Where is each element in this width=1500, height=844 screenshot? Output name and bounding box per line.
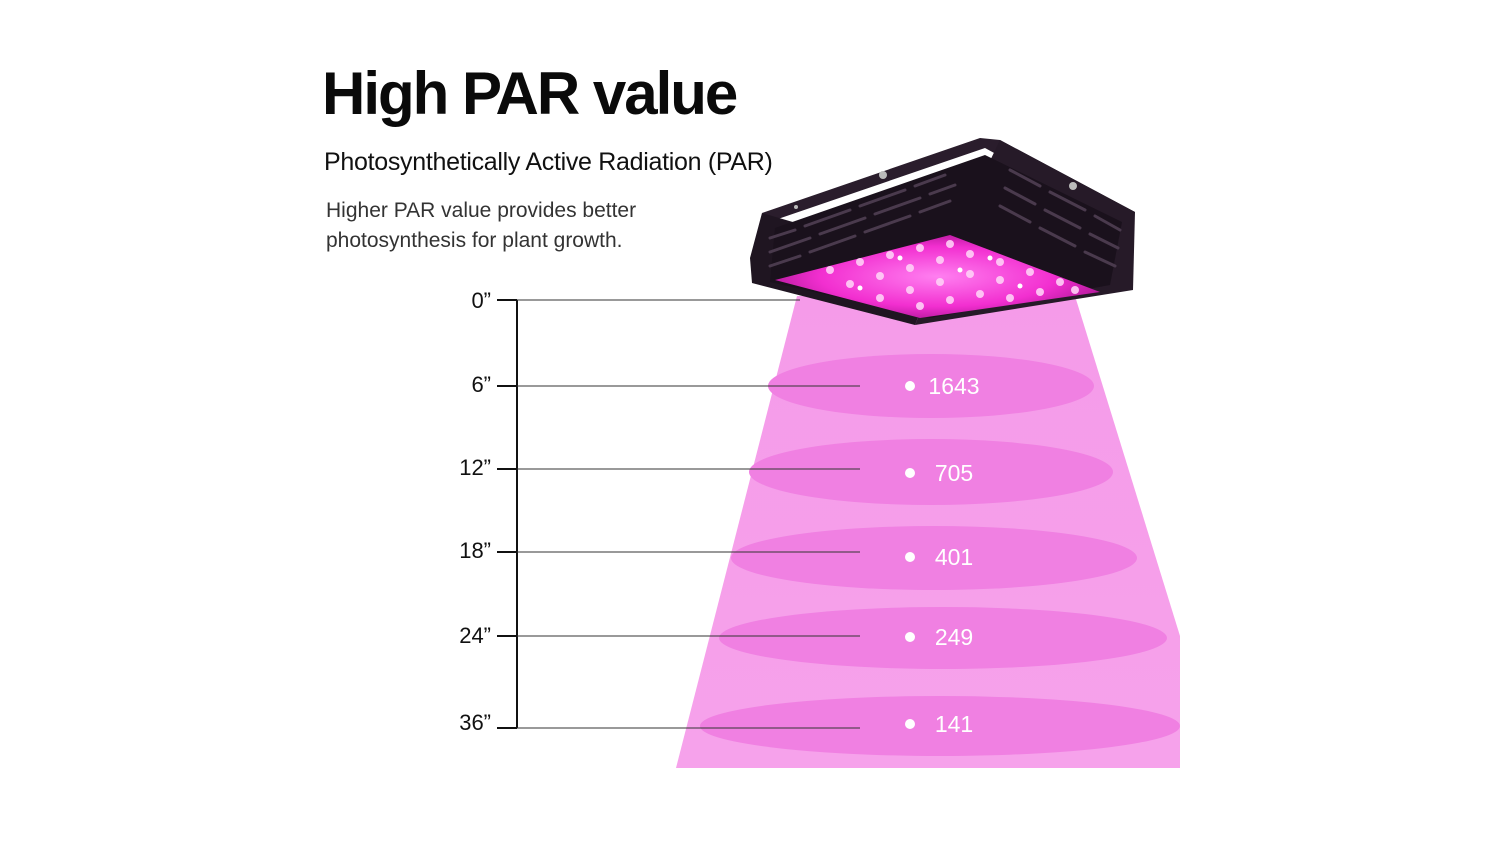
value-bullet [905, 468, 915, 478]
led-grow-light-icon [750, 138, 1135, 325]
value-bullet [905, 719, 915, 729]
description-text: Higher PAR value provides better photosy… [326, 199, 637, 252]
height-label: 6” [471, 372, 491, 397]
height-label: 12” [459, 455, 491, 480]
height-label: 0” [471, 288, 491, 313]
par-value: 141 [934, 711, 974, 737]
light-ring [768, 354, 1094, 418]
page-title: High PAR value [322, 60, 738, 127]
light-ring [731, 526, 1137, 590]
par-value: 1643 [928, 373, 980, 399]
height-label: 24” [459, 623, 491, 648]
height-label: 36” [459, 710, 491, 735]
light-ring [719, 607, 1167, 669]
light-ring [700, 696, 1180, 756]
par-value: 249 [934, 624, 974, 650]
par-value: 401 [934, 544, 974, 570]
value-bullet [905, 381, 915, 391]
page-subtitle: Photosynthetically Active Radiation (PAR… [324, 148, 773, 176]
height-label: 18” [459, 538, 491, 563]
value-bullet [905, 632, 915, 642]
light-ring [749, 439, 1113, 505]
value-bullet [905, 552, 915, 562]
led-panel [775, 235, 1100, 318]
par-value: 705 [934, 460, 974, 486]
